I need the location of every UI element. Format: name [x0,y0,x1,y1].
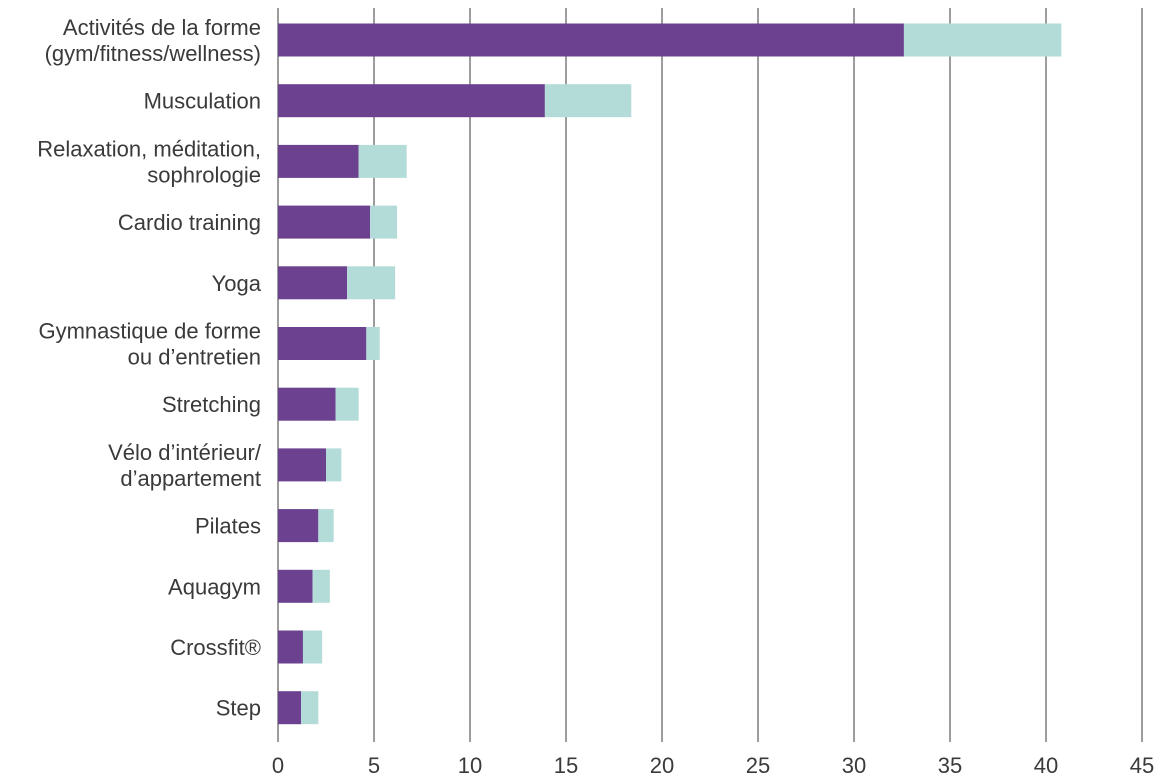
category-label: Pilates [195,514,261,539]
bar-segment-2 [366,327,380,360]
x-tick-label: 15 [554,753,578,776]
x-tick-label: 10 [458,753,482,776]
bar-segment-2 [544,84,632,118]
bar-segment-2 [318,509,334,543]
grid-lines [277,8,1143,742]
x-tick-label: 0 [272,753,284,776]
bar-segment-2 [302,630,323,664]
x-tick-label: 25 [746,753,770,776]
category-label: Vélo d’intérieur/ [108,440,262,465]
bar-segment-2 [370,205,398,239]
bar-segment-1 [278,205,371,239]
bar-segment-1 [278,387,336,421]
category-label: Musculation [144,89,261,114]
category-label: ou d’entretien [128,345,261,370]
bar-segment-1 [278,691,302,725]
category-label: d’appartement [120,466,261,491]
category-label: sophrologie [147,162,261,187]
category-label: Stretching [162,392,261,417]
category-label: (gym/fitness/wellness) [45,41,261,66]
bar-segment-1 [278,266,348,300]
x-axis-ticks: 0 5 10 15 20 25 30 35 40 45 [272,753,1154,776]
category-label: Yoga [212,271,262,296]
x-tick-label: 30 [842,753,866,776]
category-label: Gymnastique de forme [38,319,261,344]
x-tick-label: 5 [368,753,380,776]
x-tick-label: 40 [1034,753,1058,776]
bar-segment-1 [278,144,359,178]
bar-segment-1 [278,448,326,482]
category-label: Aquagym [168,574,261,599]
bars [278,23,1062,725]
category-labels: Activités de la forme(gym/fitness/wellne… [37,15,262,721]
bar-segment-2 [335,387,359,421]
category-label: Activités de la forme [63,15,261,40]
category-label: Cardio training [118,210,261,235]
x-tick-label: 45 [1130,753,1154,776]
category-label: Step [216,696,261,721]
bar-segment-1 [278,630,303,664]
bar-segment-1 [278,509,319,543]
bar-segment-2 [347,266,396,300]
bar-segment-1 [278,23,904,57]
bar-segment-2 [358,144,407,178]
bar-segment-2 [326,448,342,482]
x-tick-label: 20 [650,753,674,776]
category-label: Relaxation, méditation, [37,136,261,161]
bar-segment-2 [903,23,1062,57]
bar-segment-2 [312,569,330,603]
bar-segment-1 [278,327,367,360]
bar-segment-2 [301,691,319,725]
category-label: Crossfit® [170,635,261,660]
x-tick-label: 35 [938,753,962,776]
bar-segment-1 [278,569,313,603]
bar-segment-1 [278,84,545,118]
